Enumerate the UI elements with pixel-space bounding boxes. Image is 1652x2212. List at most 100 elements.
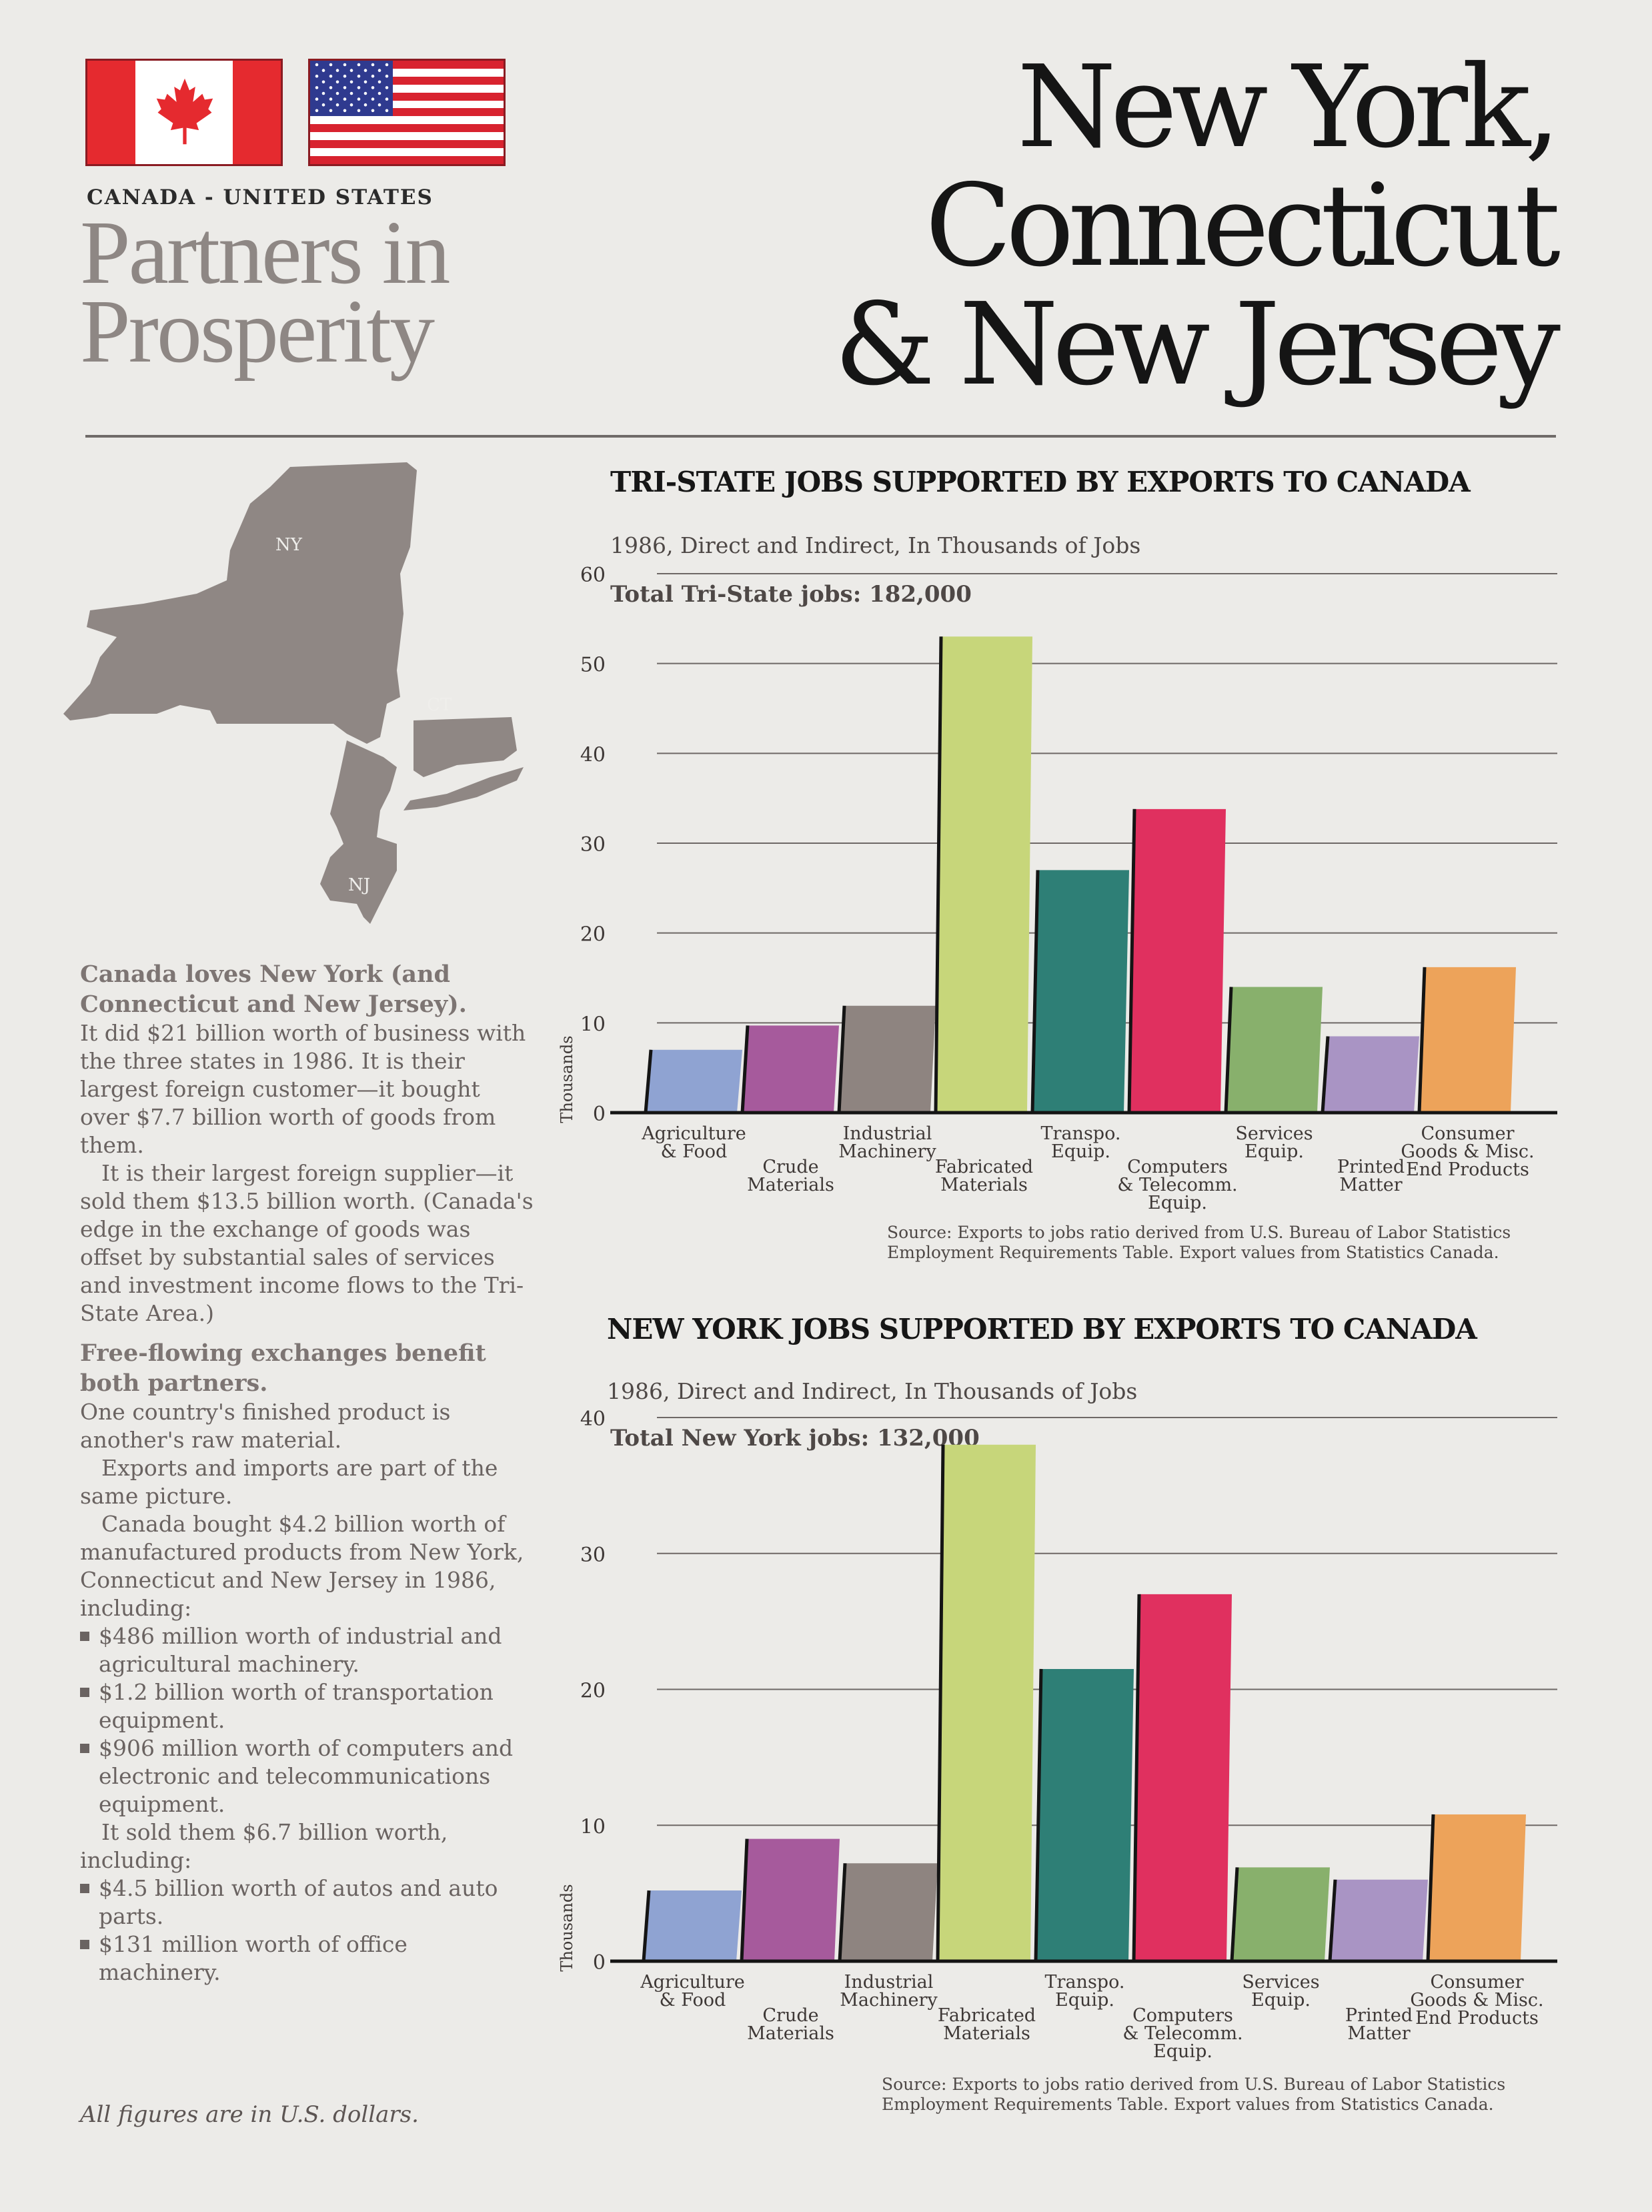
x-tick-label-line: Fabricated <box>938 2005 1036 2026</box>
flag-star <box>371 97 375 101</box>
flag-star <box>315 86 319 89</box>
us-flag-stripes <box>310 61 504 164</box>
bar-edge <box>740 1025 750 1113</box>
flag-star <box>349 91 353 95</box>
chart-2-subtitle: 1986, Direct and Indirect, In Thousands … <box>607 1378 1138 1404</box>
bar <box>1226 987 1323 1113</box>
flag-star <box>329 74 333 78</box>
header-rule <box>85 435 1556 438</box>
flag-star <box>343 86 347 89</box>
flag-star <box>349 103 353 107</box>
chart-2: 0 10 20 30 40 Thousands Total New York jobs: 1… <box>558 1408 1557 2062</box>
chart-1-subtitle: 1986, Direct and Indirect, In Thousands … <box>610 532 1141 558</box>
map-ny <box>63 462 417 744</box>
flag-star <box>315 63 319 67</box>
x-tick-label-line: & Food <box>661 1141 728 1162</box>
x-tick-label-line: Consumer <box>1421 1123 1514 1144</box>
paragraph-4: Exports and imports are part of the same… <box>80 1455 498 1509</box>
x-tick-label-line: End Products <box>1406 1159 1529 1180</box>
map-ct <box>414 717 517 777</box>
x-tick-label-line: Printed <box>1337 1157 1405 1177</box>
bar <box>839 1005 936 1113</box>
chart-annotation: Total New York jobs: 132,000 <box>610 1425 980 1452</box>
flag-star <box>321 80 325 84</box>
flag-star <box>371 109 375 113</box>
x-tick-label-line: Equip. <box>1148 1193 1207 1213</box>
x-tick-label: Crude Materials <box>747 1157 834 1195</box>
x-tick-label-line: Equip. <box>1051 1141 1110 1162</box>
body-text: Canada loves New York (and Connecticut a… <box>80 959 534 1987</box>
x-tick-label-line: Industrial <box>843 1123 932 1144</box>
bar-edge <box>644 1049 653 1113</box>
flag-star <box>335 91 339 95</box>
flag-star <box>385 74 389 78</box>
flag-star <box>377 69 381 72</box>
flag-star <box>315 109 319 113</box>
paragraph-5: Canada bought $4.2 billion worth of manu… <box>80 1511 524 1621</box>
flag-star <box>343 74 347 78</box>
bar-edge <box>934 636 943 1113</box>
paragraph-3: One country's finished product is anothe… <box>80 1399 451 1453</box>
bar <box>938 1444 1036 1961</box>
flag-star <box>357 109 361 113</box>
x-tick-label: Crude Materials <box>747 2005 834 2044</box>
flag-star <box>321 103 325 107</box>
flag-star <box>321 91 325 95</box>
bar-edge <box>1030 870 1040 1113</box>
flag-star <box>335 69 339 72</box>
flag-star <box>329 97 333 101</box>
x-tick-label: Computers & Telecomm. Equip. <box>1117 1157 1237 1213</box>
x-tick-label-line: Equip. <box>1055 1990 1114 2011</box>
x-tick-label: Services Equip. <box>1242 1972 1319 2011</box>
bullet-list-1: $486 million worth of industrial and agr… <box>80 1622 534 1818</box>
us-flag <box>308 59 506 166</box>
chart-1-source-line-2: Employment Requirements Table. Export va… <box>887 1243 1499 1262</box>
chart-2-title: NEW YORK JOBS SUPPORTED BY EXPORTS TO CA… <box>607 1313 1477 1345</box>
y-tick-label: 10 <box>580 1013 606 1036</box>
bar-edge <box>838 1863 847 1962</box>
x-tick-label-line: Materials <box>747 2023 834 2044</box>
flag-star <box>371 74 375 78</box>
x-tick-label-line: Matter <box>1339 1175 1402 1195</box>
paragraph-1: It did $21 billion worth of business wit… <box>80 1020 526 1158</box>
bar <box>1134 1594 1232 1961</box>
x-tick-label-line: & Telecomm. <box>1117 1175 1237 1195</box>
bar-edge <box>1034 1668 1043 1962</box>
y-tick-label: 10 <box>580 1815 606 1838</box>
x-tick-label-line: Crude <box>762 2005 818 2026</box>
chart-1: 0 10 20 30 40 50 60 Thousands Total Tri-State jo… <box>558 564 1557 1213</box>
x-tick-label-line: Crude <box>762 1157 818 1177</box>
bar-edge <box>642 1890 651 1962</box>
flag-star <box>377 91 381 95</box>
x-tick-label-line: Services <box>1235 1123 1313 1144</box>
flag-band-right <box>233 61 281 164</box>
paragraph-6: It sold them $6.7 billion worth, includi… <box>80 1819 448 1873</box>
bar-edge <box>936 1444 945 1962</box>
bullet-item: $906 million worth of computers and elec… <box>80 1734 534 1818</box>
flag-star <box>385 109 389 113</box>
paragraph-2: It is their largest foreign supplier—it … <box>80 1160 534 1326</box>
bar-edge <box>1230 1867 1239 1962</box>
y-tick-label: 20 <box>580 923 606 947</box>
map-label-ct: CT <box>427 695 452 715</box>
bar-edge <box>740 1838 749 1962</box>
y-tick-label: 40 <box>580 743 606 766</box>
flag-star <box>343 109 347 113</box>
bar <box>1036 1668 1134 1961</box>
bar <box>1232 1867 1330 1961</box>
x-tick-label-line: Materials <box>747 1175 834 1195</box>
x-tick-label-line: Agriculture <box>640 1972 745 1993</box>
x-tick-label: Consumer Goods & Misc. End Products <box>1410 1972 1543 2029</box>
y-tick-label: 0 <box>593 1951 606 1975</box>
x-tick-label-line: End Products <box>1415 2008 1539 2029</box>
x-tick-label-line: Equip. <box>1251 1990 1311 2011</box>
bar <box>742 1838 840 1961</box>
bullet-item: $486 million worth of industrial and agr… <box>80 1622 534 1678</box>
x-tick-label-line: Printed <box>1345 2005 1413 2026</box>
chart-1-title: TRI-STATE JOBS SUPPORTED BY EXPORTS TO C… <box>610 466 1471 498</box>
x-tick-label-line: Computers <box>1132 2005 1233 2026</box>
bar-edge <box>1321 1036 1330 1113</box>
tagline: Partners in Prosperity <box>80 203 450 382</box>
y-tick-label: 40 <box>580 1408 606 1431</box>
flag-star <box>349 69 353 72</box>
